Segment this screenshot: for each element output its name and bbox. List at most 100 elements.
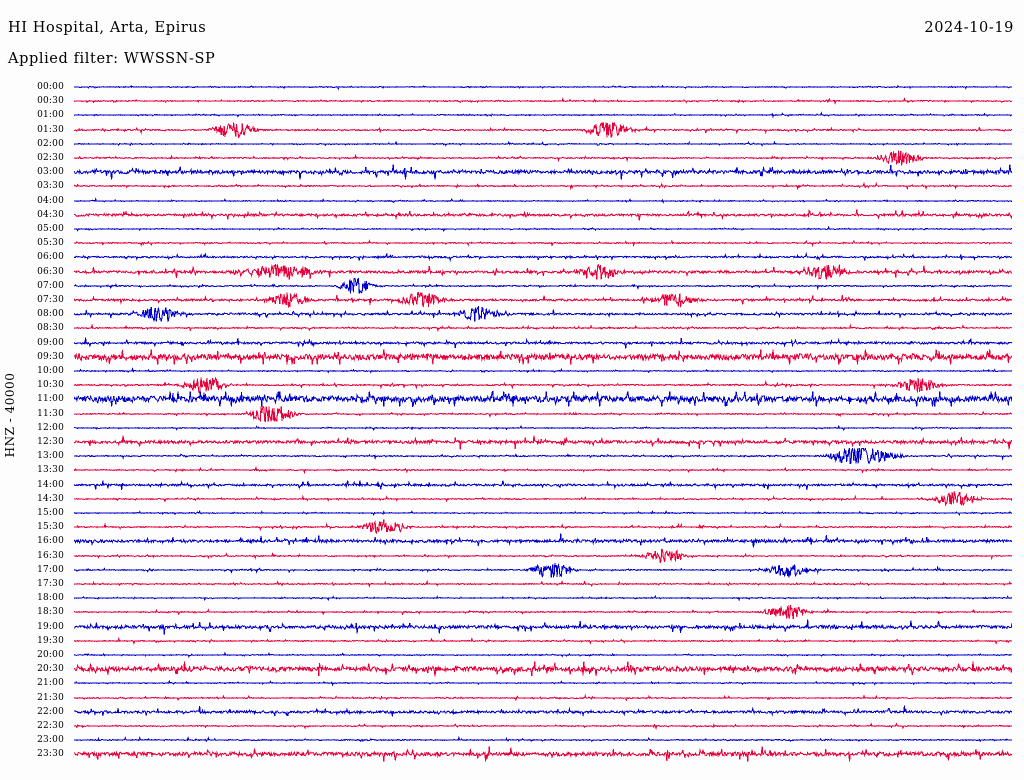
trace-row: 03:00 (0, 164, 1024, 182)
trace-row: 18:30 (0, 604, 1024, 622)
trace-time-label: 16:30 (37, 550, 64, 561)
trace-time-label: 17:30 (37, 579, 64, 589)
trace-time-label: 14:30 (37, 493, 64, 504)
seismic-trace (74, 306, 1012, 323)
seismic-trace (74, 136, 1012, 152)
seismic-trace (74, 164, 1012, 180)
trace-time-label: 09:00 (37, 337, 64, 348)
trace-time-label: 20:00 (37, 650, 64, 660)
filter-label: Applied filter: WWSSN-SP (8, 51, 216, 67)
trace-time-label: 19:30 (37, 635, 64, 646)
trace-time-label: 13:30 (37, 465, 64, 476)
trace-row: 18:00 (0, 594, 1024, 608)
trace-time-label: 00:00 (37, 82, 64, 92)
trace-row: 15:30 (0, 519, 1024, 537)
trace-time-label: 15:00 (37, 508, 64, 518)
trace-row: 12:00 (0, 423, 1024, 438)
trace-time-label: 23:30 (37, 749, 64, 760)
seismic-trace (74, 618, 1012, 635)
seismic-trace (74, 448, 1012, 465)
trace-row: 10:30 (0, 377, 1024, 395)
seismic-trace (74, 490, 1012, 507)
seismic-trace (74, 718, 1012, 734)
seismic-trace (74, 221, 1012, 237)
trace-row: 20:30 (0, 661, 1024, 679)
seismic-trace (74, 633, 1012, 649)
trace-row: 08:30 (0, 323, 1024, 338)
seismic-trace (74, 590, 1012, 606)
trace-time-label: 12:30 (37, 437, 64, 447)
seismic-trace (74, 235, 1012, 251)
seismic-trace (74, 263, 1012, 280)
trace-time-label: 18:00 (37, 593, 64, 604)
trace-row: 19:00 (0, 618, 1024, 637)
trace-row: 09:00 (0, 337, 1024, 353)
trace-row: 04:00 (0, 196, 1024, 211)
date-label: 2024-10-19 (924, 20, 1014, 36)
seismic-trace (74, 675, 1012, 691)
trace-row: 06:00 (0, 252, 1024, 267)
seismic-trace (74, 277, 1012, 294)
trace-row: 00:30 (0, 97, 1024, 111)
trace-time-label: 14:00 (37, 479, 64, 490)
trace-row: 23:30 (0, 746, 1024, 764)
seismic-trace (74, 690, 1012, 706)
trace-row: 13:00 (0, 448, 1024, 466)
trace-time-label: 02:00 (37, 138, 64, 149)
trace-row: 20:00 (0, 651, 1024, 665)
trace-time-label: 11:00 (37, 394, 64, 405)
trace-time-label: 07:00 (37, 280, 64, 291)
trace-time-label: 10:30 (37, 380, 64, 391)
trace-row: 12:30 (0, 435, 1024, 452)
seismic-trace (74, 576, 1012, 592)
seismic-trace (74, 249, 1012, 265)
seismic-trace (74, 661, 1012, 677)
trace-row: 21:00 (0, 679, 1024, 693)
trace-time-label: 18:30 (37, 607, 64, 618)
trace-row: 11:30 (0, 405, 1024, 424)
trace-time-label: 07:30 (37, 295, 64, 305)
trace-time-label: 20:30 (37, 664, 64, 675)
trace-time-label: 05:30 (37, 238, 64, 249)
trace-time-label: 11:30 (37, 408, 64, 419)
trace-time-label: 05:00 (37, 224, 64, 234)
trace-time-label: 08:30 (37, 323, 64, 334)
seismic-trace (74, 562, 1012, 578)
trace-row: 23:00 (0, 736, 1024, 750)
trace-row: 06:30 (0, 263, 1024, 282)
seismic-trace (74, 420, 1012, 436)
trace-row: 16:00 (0, 534, 1024, 551)
trace-time-label: 17:00 (37, 564, 64, 575)
seismic-trace (74, 292, 1012, 308)
trace-time-label: 08:00 (37, 309, 64, 320)
trace-row: 11:00 (0, 391, 1024, 409)
seismic-trace (74, 391, 1012, 408)
seismic-trace (74, 193, 1012, 209)
trace-row: 00:00 (0, 83, 1024, 97)
seismic-trace (74, 647, 1012, 663)
trace-time-label: 15:30 (37, 522, 64, 533)
trace-time-label: 02:30 (37, 153, 64, 163)
trace-row: 03:30 (0, 182, 1024, 196)
trace-row: 01:00 (0, 111, 1024, 125)
trace-time-label: 06:30 (37, 266, 64, 277)
seismic-trace (74, 79, 1012, 95)
trace-time-label: 01:30 (37, 124, 64, 135)
seismic-trace (74, 93, 1012, 109)
seismic-trace (74, 377, 1012, 394)
seismic-trace (74, 746, 1012, 763)
trace-row: 13:30 (0, 466, 1024, 480)
trace-row: 19:30 (0, 635, 1024, 651)
seismic-trace (74, 107, 1012, 123)
trace-time-label: 21:00 (37, 678, 64, 689)
seismic-trace (74, 335, 1012, 351)
trace-time-label: 10:00 (37, 366, 64, 376)
helicorder-plot: 00:00 00:30 01:00 01:30 02:00 02:30 03:00 03:30… (0, 80, 1024, 780)
seismic-trace (74, 519, 1012, 535)
trace-time-label: 22:30 (37, 721, 64, 731)
trace-row: 22:30 (0, 722, 1024, 736)
trace-time-label: 21:30 (37, 692, 64, 703)
seismic-trace (74, 349, 1012, 365)
trace-row: 17:30 (0, 580, 1024, 594)
